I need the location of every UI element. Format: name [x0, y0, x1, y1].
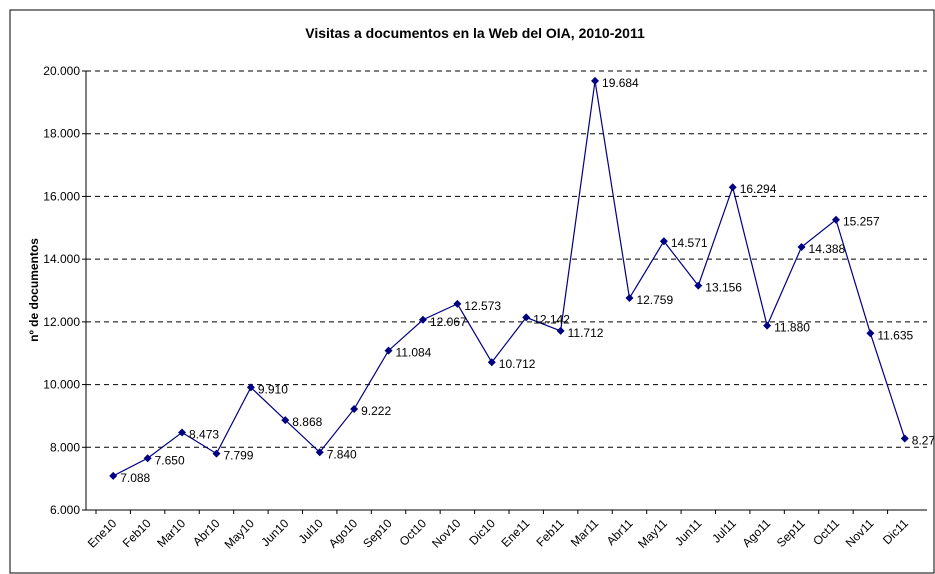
data-point [487, 358, 496, 367]
data-label: 8.868 [292, 415, 322, 429]
data-point [763, 321, 772, 330]
data-label: 16.294 [740, 182, 777, 196]
data-point [178, 428, 187, 437]
data-point [591, 76, 600, 85]
data-label: 12.759 [636, 293, 673, 307]
data-label: 11.635 [877, 328, 913, 342]
chart-frame [9, 9, 935, 574]
data-label: 11.712 [568, 326, 604, 340]
data-point [831, 215, 840, 224]
data-point [281, 416, 290, 425]
data-label: 7.088 [120, 471, 150, 485]
data-point [109, 471, 118, 480]
data-point [728, 183, 737, 192]
y-tick-label: 6.000 [50, 503, 80, 517]
data-label: 19.684 [602, 76, 639, 90]
data-label: 11.084 [396, 346, 432, 360]
data-point [453, 299, 462, 308]
data-point [384, 346, 393, 355]
data-label: 7.799 [223, 449, 253, 463]
data-point [522, 313, 531, 322]
data-label: 9.222 [361, 404, 391, 418]
y-tick-label: 10.000 [43, 378, 80, 392]
data-label: 9.910 [258, 382, 288, 396]
data-label: 8.473 [189, 427, 219, 441]
data-label: 13.156 [705, 281, 742, 295]
data-label: 11.880 [774, 321, 810, 335]
y-tick-label: 14.000 [43, 252, 80, 266]
data-label: 14.388 [809, 242, 846, 256]
y-axis-title: nº de documentos [27, 238, 41, 342]
data-label: 12.573 [464, 299, 501, 313]
data-label: 7.650 [155, 453, 185, 467]
data-point [212, 449, 221, 458]
data-point [556, 326, 565, 335]
data-label: 7.840 [327, 447, 357, 461]
data-label: 15.257 [843, 215, 880, 229]
data-label: 14.571 [671, 236, 708, 250]
y-tick-label: 18.000 [43, 127, 80, 141]
chart-title: Visitas a documentos en la Web del OIA, … [305, 25, 645, 41]
y-tick-label: 20.000 [43, 64, 80, 78]
data-point [350, 404, 359, 413]
data-point [315, 448, 324, 457]
data-label: 12.142 [533, 312, 570, 326]
data-line [112, 80, 906, 477]
data-label: 8.279 [912, 434, 935, 448]
data-point [246, 383, 255, 392]
data-point [659, 237, 668, 246]
data-point [866, 329, 875, 338]
data-point [625, 294, 634, 303]
data-point [418, 315, 427, 324]
data-label: 10.712 [499, 357, 536, 371]
data-point [694, 281, 703, 290]
y-tick-label: 16.000 [43, 189, 80, 203]
y-tick-label: 8.000 [50, 440, 80, 454]
y-tick-label: 12.000 [43, 315, 80, 329]
data-label: 12.067 [430, 315, 467, 329]
data-point [900, 434, 909, 443]
data-point [143, 454, 152, 463]
data-point [797, 242, 806, 251]
